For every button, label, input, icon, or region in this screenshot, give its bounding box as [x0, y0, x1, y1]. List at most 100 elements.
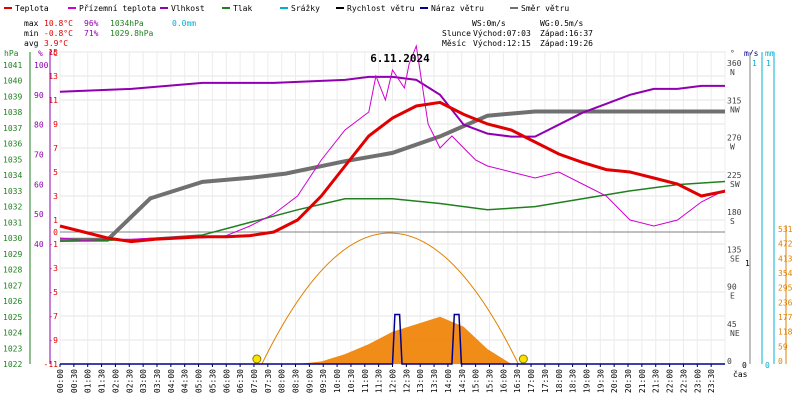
- x-axis-label: čas: [733, 369, 748, 379]
- hpa-tick-label: 1030: [3, 234, 22, 243]
- x-tick-label: 20:30: [624, 369, 633, 393]
- stats-moonrise: Východ:12:15: [473, 39, 531, 48]
- hpa-tick-label: 1041: [3, 61, 22, 70]
- temperature-tick-label: -9: [48, 336, 58, 345]
- solar-tick-label: 413: [778, 254, 793, 263]
- direction-tick-label: 270: [727, 134, 742, 143]
- rain-zero-label: 0: [765, 361, 770, 370]
- x-tick-label: 00:00: [56, 369, 65, 393]
- x-tick-label: 12:30: [402, 369, 411, 393]
- stats-row-label: min: [24, 29, 39, 38]
- x-tick-label: 18:30: [569, 369, 578, 393]
- wind-mid-label: 1: [745, 259, 750, 268]
- hpa-tick-label: 1028: [3, 266, 22, 275]
- temperature-tick-label: 7: [53, 144, 58, 153]
- x-tick-label: 07:30: [264, 369, 273, 393]
- x-tick-label: 13:30: [430, 369, 439, 393]
- sunrise-marker: [252, 354, 262, 364]
- wind-direction-line: [60, 109, 725, 242]
- temperature-tick-label: 9: [53, 120, 58, 129]
- temperature-line: [59, 100, 726, 244]
- hpa-tick-label: 1024: [3, 329, 22, 338]
- stats-sunrise: Východ:07:03: [473, 29, 531, 38]
- temperature-tick-label: -3: [48, 264, 58, 273]
- stats-sunset: Západ:16:37: [540, 29, 593, 38]
- x-tick-label: 22:30: [679, 369, 688, 393]
- legend-label: Srážky: [291, 4, 320, 13]
- stats-ws: WS:0m/s: [472, 19, 506, 28]
- humidity-tick-label: 100: [34, 61, 49, 70]
- x-tick-label: 14:00: [444, 369, 453, 393]
- x-tick-label: 22:00: [666, 369, 675, 393]
- solar-tick-label: 0: [778, 357, 783, 366]
- stats-row-label: max: [24, 19, 39, 28]
- temperature-tick-label: -7: [48, 312, 58, 321]
- legend-label: Rychlost větru: [347, 4, 415, 13]
- direction-tick-label: 180: [727, 208, 742, 217]
- solar-tick-label: 295: [778, 284, 793, 293]
- pressure-line: [59, 180, 726, 243]
- hpa-tick-label: 1034: [3, 171, 22, 180]
- x-tick-label: 05:00: [195, 369, 204, 393]
- x-tick-label: 16:30: [513, 369, 522, 393]
- temperature-tick-label: 1: [53, 216, 58, 225]
- legend-label: Přízemní teplota: [79, 4, 156, 13]
- solar-tick-label: 472: [778, 240, 793, 249]
- x-tick-label: 11:00: [361, 369, 370, 393]
- direction-tick-label: 135: [727, 245, 742, 254]
- x-tick-label: 06:00: [222, 369, 231, 393]
- humidity-tick-label: 50: [34, 210, 44, 219]
- humidity-tick-label: 80: [34, 121, 44, 130]
- x-tick-label: 08:30: [292, 369, 301, 393]
- x-tick-label: 05:30: [208, 369, 217, 393]
- direction-tick-label: 90: [727, 283, 737, 292]
- x-tick-label: 17:30: [541, 369, 550, 393]
- temperature-tick-label: 13: [48, 72, 58, 81]
- x-tick-label: 14:30: [458, 369, 467, 393]
- direction-name-label: NE: [730, 329, 740, 338]
- hpa-tick-label: 1035: [3, 155, 22, 164]
- humidity-line: [59, 75, 725, 138]
- rain-tick-label: 1: [766, 59, 771, 68]
- temperature-tick-label: 11: [48, 96, 58, 105]
- chart-title: 6.11.2024: [370, 52, 430, 65]
- hpa-axis-label: hPa: [4, 49, 19, 58]
- humidity-tick-label: 60: [34, 180, 44, 189]
- legend-label: Teplota: [15, 4, 49, 13]
- x-tick-label: 20:00: [610, 369, 619, 393]
- x-tick-label: 23:00: [693, 369, 702, 393]
- hpa-tick-label: 1031: [3, 218, 22, 227]
- x-tick-label: 23:30: [707, 369, 716, 393]
- temperature-zero-label: 0: [53, 228, 58, 237]
- direction-tick-label: 360: [727, 59, 742, 68]
- hpa-tick-label: 1026: [3, 297, 22, 306]
- x-tick-label: 21:00: [638, 369, 647, 393]
- rain-axis-label: mm: [765, 49, 775, 58]
- legend-label: Tlak: [233, 4, 252, 13]
- solar-tick-label: 354: [778, 269, 793, 278]
- direction-name-label: E: [730, 292, 735, 301]
- wind-tick-label: 1: [752, 59, 757, 68]
- x-tick-label: 15:30: [485, 369, 494, 393]
- stats-pressure: 1034hPa: [110, 19, 144, 28]
- x-tick-label: 03:30: [153, 369, 162, 393]
- direction-name-label: SE: [730, 254, 740, 263]
- direction-name-label: W: [730, 143, 735, 152]
- temperature-tick-label: -1: [48, 240, 58, 249]
- hpa-tick-label: 1037: [3, 124, 22, 133]
- x-tick-label: 02:00: [111, 369, 120, 393]
- x-tick-label: 17:00: [527, 369, 536, 393]
- x-tick-label: 06:30: [236, 369, 245, 393]
- humidity-tick-label: 70: [34, 151, 44, 160]
- sunset-marker: [518, 354, 528, 364]
- x-tick-label: 09:30: [319, 369, 328, 393]
- legend-label: Směr větru: [521, 4, 569, 13]
- wind-zero-label: 0: [742, 361, 747, 370]
- hpa-tick-label: 1039: [3, 92, 22, 101]
- solar-tick-label: 118: [778, 328, 793, 337]
- stats-sun-label: Slunce: [442, 29, 471, 38]
- solar-tick-label: 236: [778, 298, 793, 307]
- hpa-tick-label: 1027: [3, 281, 22, 290]
